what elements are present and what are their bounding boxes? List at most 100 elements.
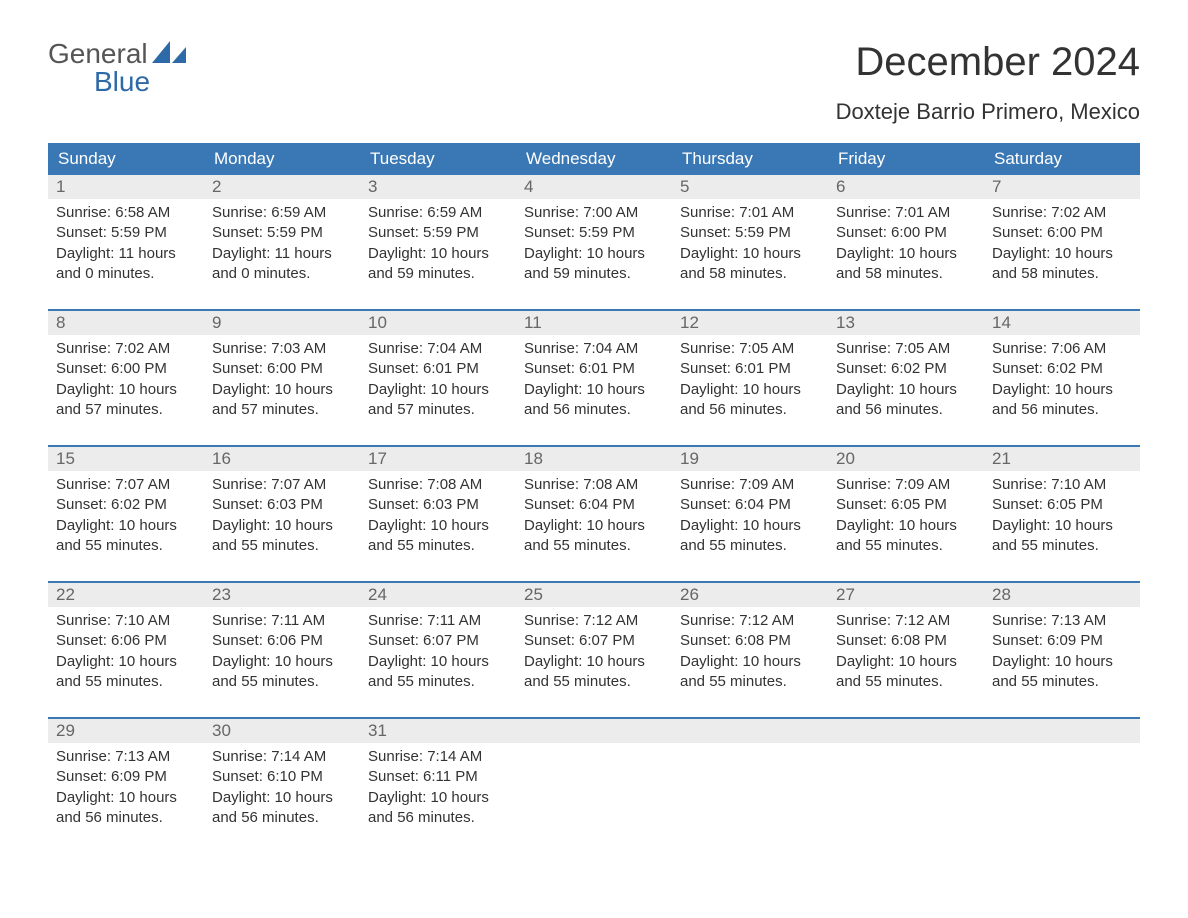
day-details: Sunrise: 7:09 AMSunset: 6:05 PMDaylight:… (828, 471, 984, 567)
sunset-text: Sunset: 6:00 PM (212, 359, 352, 379)
sunset-text: Sunset: 5:59 PM (368, 223, 508, 243)
week: 22232425262728Sunrise: 7:10 AMSunset: 6:… (48, 581, 1140, 703)
day-details: Sunrise: 7:08 AMSunset: 6:04 PMDaylight:… (516, 471, 672, 567)
day-number: 1 (48, 175, 204, 199)
daylight-text-1: Daylight: 10 hours (56, 788, 196, 808)
daylight-text-1: Daylight: 10 hours (212, 380, 352, 400)
sunset-text: Sunset: 6:10 PM (212, 767, 352, 787)
day-details: Sunrise: 6:59 AMSunset: 5:59 PMDaylight:… (360, 199, 516, 295)
sunrise-text: Sunrise: 7:14 AM (212, 747, 352, 767)
day-details: Sunrise: 7:13 AMSunset: 6:09 PMDaylight:… (48, 743, 204, 839)
daylight-text-2: and 56 minutes. (368, 808, 508, 828)
sunset-text: Sunset: 6:01 PM (524, 359, 664, 379)
sunrise-text: Sunrise: 7:01 AM (836, 203, 976, 223)
daylight-text-1: Daylight: 11 hours (56, 244, 196, 264)
weekday: Sunday (48, 143, 204, 175)
sunset-text: Sunset: 6:09 PM (56, 767, 196, 787)
sunrise-text: Sunrise: 7:04 AM (524, 339, 664, 359)
sunset-text: Sunset: 6:04 PM (680, 495, 820, 515)
daylight-text-2: and 55 minutes. (836, 672, 976, 692)
day-details: Sunrise: 7:14 AMSunset: 6:11 PMDaylight:… (360, 743, 516, 839)
day-number: 8 (48, 311, 204, 335)
sunrise-text: Sunrise: 7:12 AM (680, 611, 820, 631)
day-number: 7 (984, 175, 1140, 199)
sunrise-text: Sunrise: 7:03 AM (212, 339, 352, 359)
day-details-row: Sunrise: 7:10 AMSunset: 6:06 PMDaylight:… (48, 607, 1140, 703)
day-number: 27 (828, 583, 984, 607)
brand-word1: General (48, 40, 148, 68)
daylight-text-1: Daylight: 10 hours (368, 380, 508, 400)
day-number-row: 1234567 (48, 175, 1140, 199)
day-details-row: Sunrise: 6:58 AMSunset: 5:59 PMDaylight:… (48, 199, 1140, 295)
daylight-text-2: and 56 minutes. (212, 808, 352, 828)
weekday: Thursday (672, 143, 828, 175)
day-details (984, 743, 1140, 839)
day-number: 21 (984, 447, 1140, 471)
sunrise-text: Sunrise: 7:07 AM (212, 475, 352, 495)
daylight-text-2: and 56 minutes. (836, 400, 976, 420)
day-details: Sunrise: 7:12 AMSunset: 6:08 PMDaylight:… (828, 607, 984, 703)
day-number (984, 719, 1140, 743)
brand-logo: General Blue (48, 40, 186, 96)
daylight-text-2: and 55 minutes. (212, 536, 352, 556)
day-number: 20 (828, 447, 984, 471)
day-details: Sunrise: 7:10 AMSunset: 6:06 PMDaylight:… (48, 607, 204, 703)
day-details-row: Sunrise: 7:02 AMSunset: 6:00 PMDaylight:… (48, 335, 1140, 431)
weekday: Friday (828, 143, 984, 175)
day-number: 9 (204, 311, 360, 335)
day-number: 19 (672, 447, 828, 471)
sunrise-text: Sunrise: 7:09 AM (836, 475, 976, 495)
brand-top: General (48, 40, 186, 68)
sunset-text: Sunset: 6:06 PM (212, 631, 352, 651)
daylight-text-2: and 55 minutes. (524, 536, 664, 556)
daylight-text-1: Daylight: 10 hours (524, 380, 664, 400)
daylight-text-2: and 58 minutes. (836, 264, 976, 284)
sunrise-text: Sunrise: 7:10 AM (56, 611, 196, 631)
day-number-row: 22232425262728 (48, 583, 1140, 607)
day-details-row: Sunrise: 7:13 AMSunset: 6:09 PMDaylight:… (48, 743, 1140, 839)
daylight-text-1: Daylight: 10 hours (524, 516, 664, 536)
day-details: Sunrise: 7:00 AMSunset: 5:59 PMDaylight:… (516, 199, 672, 295)
day-number: 13 (828, 311, 984, 335)
daylight-text-1: Daylight: 10 hours (680, 516, 820, 536)
daylight-text-1: Daylight: 11 hours (212, 244, 352, 264)
daylight-text-2: and 56 minutes. (680, 400, 820, 420)
sunset-text: Sunset: 6:05 PM (992, 495, 1132, 515)
sunset-text: Sunset: 6:02 PM (992, 359, 1132, 379)
daylight-text-1: Daylight: 10 hours (992, 380, 1132, 400)
daylight-text-1: Daylight: 10 hours (836, 380, 976, 400)
sunrise-text: Sunrise: 7:11 AM (212, 611, 352, 631)
weekday: Saturday (984, 143, 1140, 175)
day-number-row: 891011121314 (48, 311, 1140, 335)
week: 891011121314Sunrise: 7:02 AMSunset: 6:00… (48, 309, 1140, 431)
day-number (672, 719, 828, 743)
sunset-text: Sunset: 6:08 PM (680, 631, 820, 651)
sunset-text: Sunset: 6:01 PM (368, 359, 508, 379)
sunrise-text: Sunrise: 7:08 AM (368, 475, 508, 495)
day-number-row: 293031 (48, 719, 1140, 743)
sunrise-text: Sunrise: 6:58 AM (56, 203, 196, 223)
daylight-text-1: Daylight: 10 hours (368, 244, 508, 264)
day-number (828, 719, 984, 743)
daylight-text-1: Daylight: 10 hours (992, 244, 1132, 264)
daylight-text-2: and 56 minutes. (992, 400, 1132, 420)
daylight-text-2: and 55 minutes. (56, 536, 196, 556)
daylight-text-2: and 55 minutes. (212, 672, 352, 692)
day-details: Sunrise: 7:07 AMSunset: 6:03 PMDaylight:… (204, 471, 360, 567)
day-details: Sunrise: 6:58 AMSunset: 5:59 PMDaylight:… (48, 199, 204, 295)
daylight-text-1: Daylight: 10 hours (680, 244, 820, 264)
sunrise-text: Sunrise: 7:04 AM (368, 339, 508, 359)
sunrise-text: Sunrise: 7:05 AM (836, 339, 976, 359)
sunset-text: Sunset: 6:03 PM (212, 495, 352, 515)
day-details: Sunrise: 6:59 AMSunset: 5:59 PMDaylight:… (204, 199, 360, 295)
weeks-container: 1234567Sunrise: 6:58 AMSunset: 5:59 PMDa… (48, 175, 1140, 839)
sunset-text: Sunset: 6:08 PM (836, 631, 976, 651)
sunrise-text: Sunrise: 7:01 AM (680, 203, 820, 223)
day-number: 5 (672, 175, 828, 199)
day-number: 23 (204, 583, 360, 607)
day-details: Sunrise: 7:10 AMSunset: 6:05 PMDaylight:… (984, 471, 1140, 567)
day-number: 10 (360, 311, 516, 335)
sunrise-text: Sunrise: 7:11 AM (368, 611, 508, 631)
day-details: Sunrise: 7:05 AMSunset: 6:01 PMDaylight:… (672, 335, 828, 431)
sunset-text: Sunset: 6:09 PM (992, 631, 1132, 651)
